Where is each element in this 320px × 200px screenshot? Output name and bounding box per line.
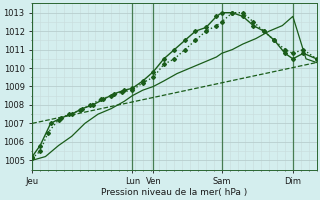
X-axis label: Pression niveau de la mer( hPa ): Pression niveau de la mer( hPa ) (101, 188, 247, 197)
